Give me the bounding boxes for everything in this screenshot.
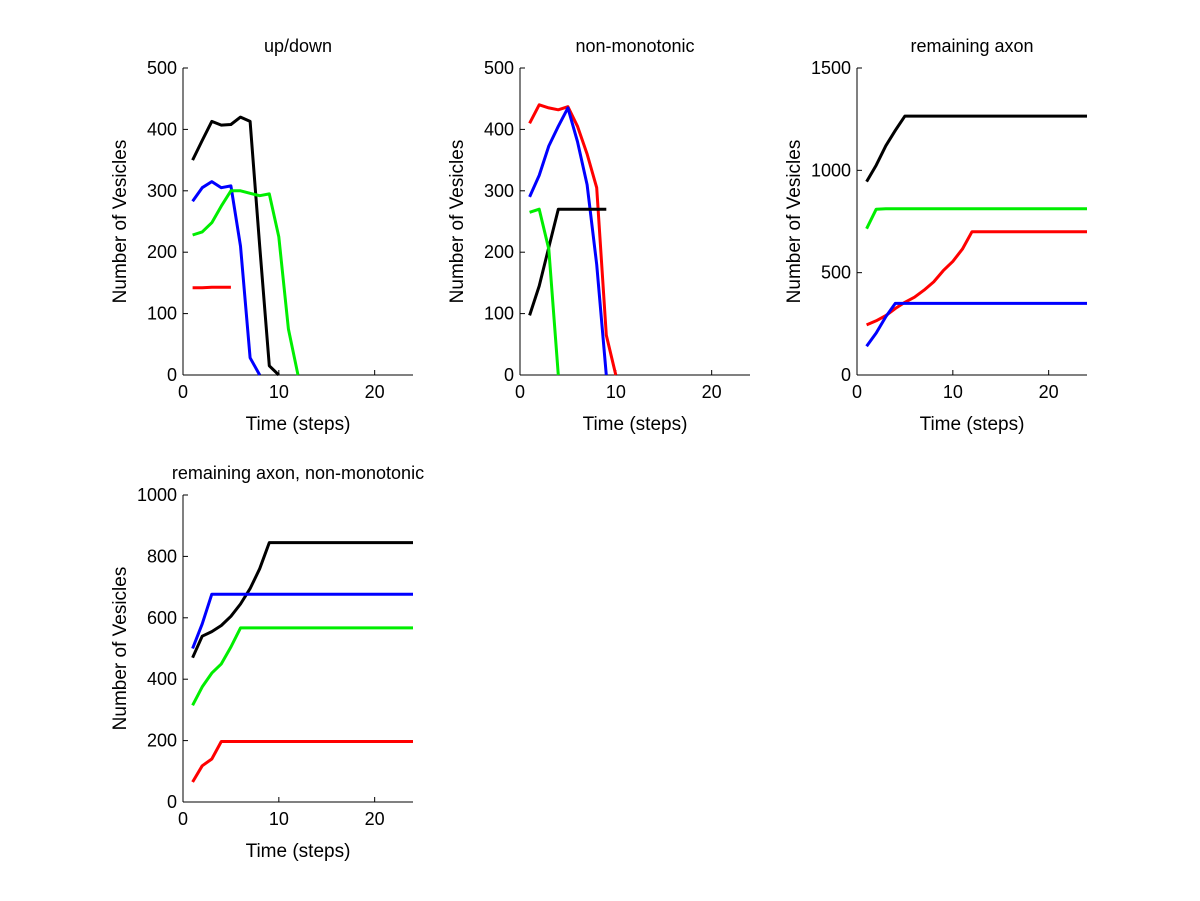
y-tick-label: 0: [841, 365, 851, 385]
y-axis-label: Number of Vesicles: [447, 140, 468, 304]
y-tick-label: 0: [167, 365, 177, 385]
y-tick-label: 100: [147, 304, 177, 324]
series-line-red: [191, 740, 413, 783]
y-tick-label: 0: [167, 792, 177, 812]
y-tick-label: 200: [484, 242, 514, 262]
series-line-black: [191, 115, 280, 377]
y-axis-label: Number of Vesicles: [784, 140, 805, 304]
chart-panel-4: remaining axon, non-monotonic02004006008…: [110, 463, 424, 862]
x-tick-label: 20: [702, 382, 722, 402]
series-line-green: [865, 207, 1087, 230]
series-line-green: [192, 189, 300, 376]
series-line-blue: [191, 592, 413, 650]
series-line-black: [528, 207, 607, 316]
x-tick-label: 10: [269, 809, 289, 829]
x-tick-label: 10: [606, 382, 626, 402]
y-tick-label: 1000: [137, 485, 177, 505]
y-tick-label: 400: [147, 119, 177, 139]
x-tick-label: 0: [178, 809, 188, 829]
series-line-blue: [865, 301, 1087, 348]
x-axis-label: Time (steps): [583, 414, 688, 435]
x-tick-label: 0: [178, 382, 188, 402]
series-line-red: [528, 103, 618, 376]
y-tick-label: 500: [821, 263, 851, 283]
chart-panel-3: remaining axon 0 500 1000 1500 0 10 20 Time (ste…: [784, 36, 1087, 435]
series-line-green: [191, 626, 413, 706]
series-line-red: [866, 230, 1087, 327]
x-axis-label: Time (steps): [246, 414, 351, 435]
chart-title: remaining axon: [910, 36, 1033, 56]
y-tick-label: 300: [147, 181, 177, 201]
series-line-red: [192, 285, 231, 290]
chart-panel-1: up/down 0 100 200 300 400 500 0 10 20 Time (steps)…: [110, 36, 413, 435]
x-axis-label: Time (steps): [246, 841, 351, 862]
y-axis-label: Number of Vesicles: [110, 140, 131, 304]
x-axis-label: Time (steps): [920, 414, 1025, 435]
chart-title: up/down: [264, 36, 332, 56]
series-line-green: [529, 207, 560, 376]
series-line-black: [865, 114, 1087, 183]
chart-panel-2: non-monotonic 0 100 200 300 400 500 0 10 20 Time (…: [447, 36, 750, 435]
y-tick-label: 1000: [811, 160, 851, 180]
y-tick-label: 0: [504, 365, 514, 385]
x-tick-label: 20: [365, 382, 385, 402]
y-tick-label: 500: [484, 58, 514, 78]
y-tick-label: 300: [484, 181, 514, 201]
y-tick-label: 400: [484, 119, 514, 139]
x-tick-label: 0: [852, 382, 862, 402]
x-tick-label: 20: [1039, 382, 1059, 402]
y-tick-label: 800: [147, 546, 177, 566]
x-tick-label: 20: [365, 809, 385, 829]
y-tick-label: 500: [147, 58, 177, 78]
y-axis-label: Number of Vesicles: [110, 567, 131, 731]
y-tick-label: 200: [147, 242, 177, 262]
y-tick-label: 600: [147, 608, 177, 628]
y-tick-label: 100: [484, 304, 514, 324]
x-tick-label: 10: [943, 382, 963, 402]
x-tick-label: 10: [269, 382, 289, 402]
chart-title: remaining axon, non-monotonic: [172, 463, 424, 483]
y-tick-label: 200: [147, 731, 177, 751]
y-tick-label: 400: [147, 669, 177, 689]
series-line-blue: [528, 106, 608, 376]
series-line-blue: [191, 180, 262, 376]
y-tick-label: 1500: [811, 58, 851, 78]
series-line-black: [191, 541, 413, 659]
chart-title: non-monotonic: [575, 36, 694, 56]
x-tick-label: 0: [515, 382, 525, 402]
